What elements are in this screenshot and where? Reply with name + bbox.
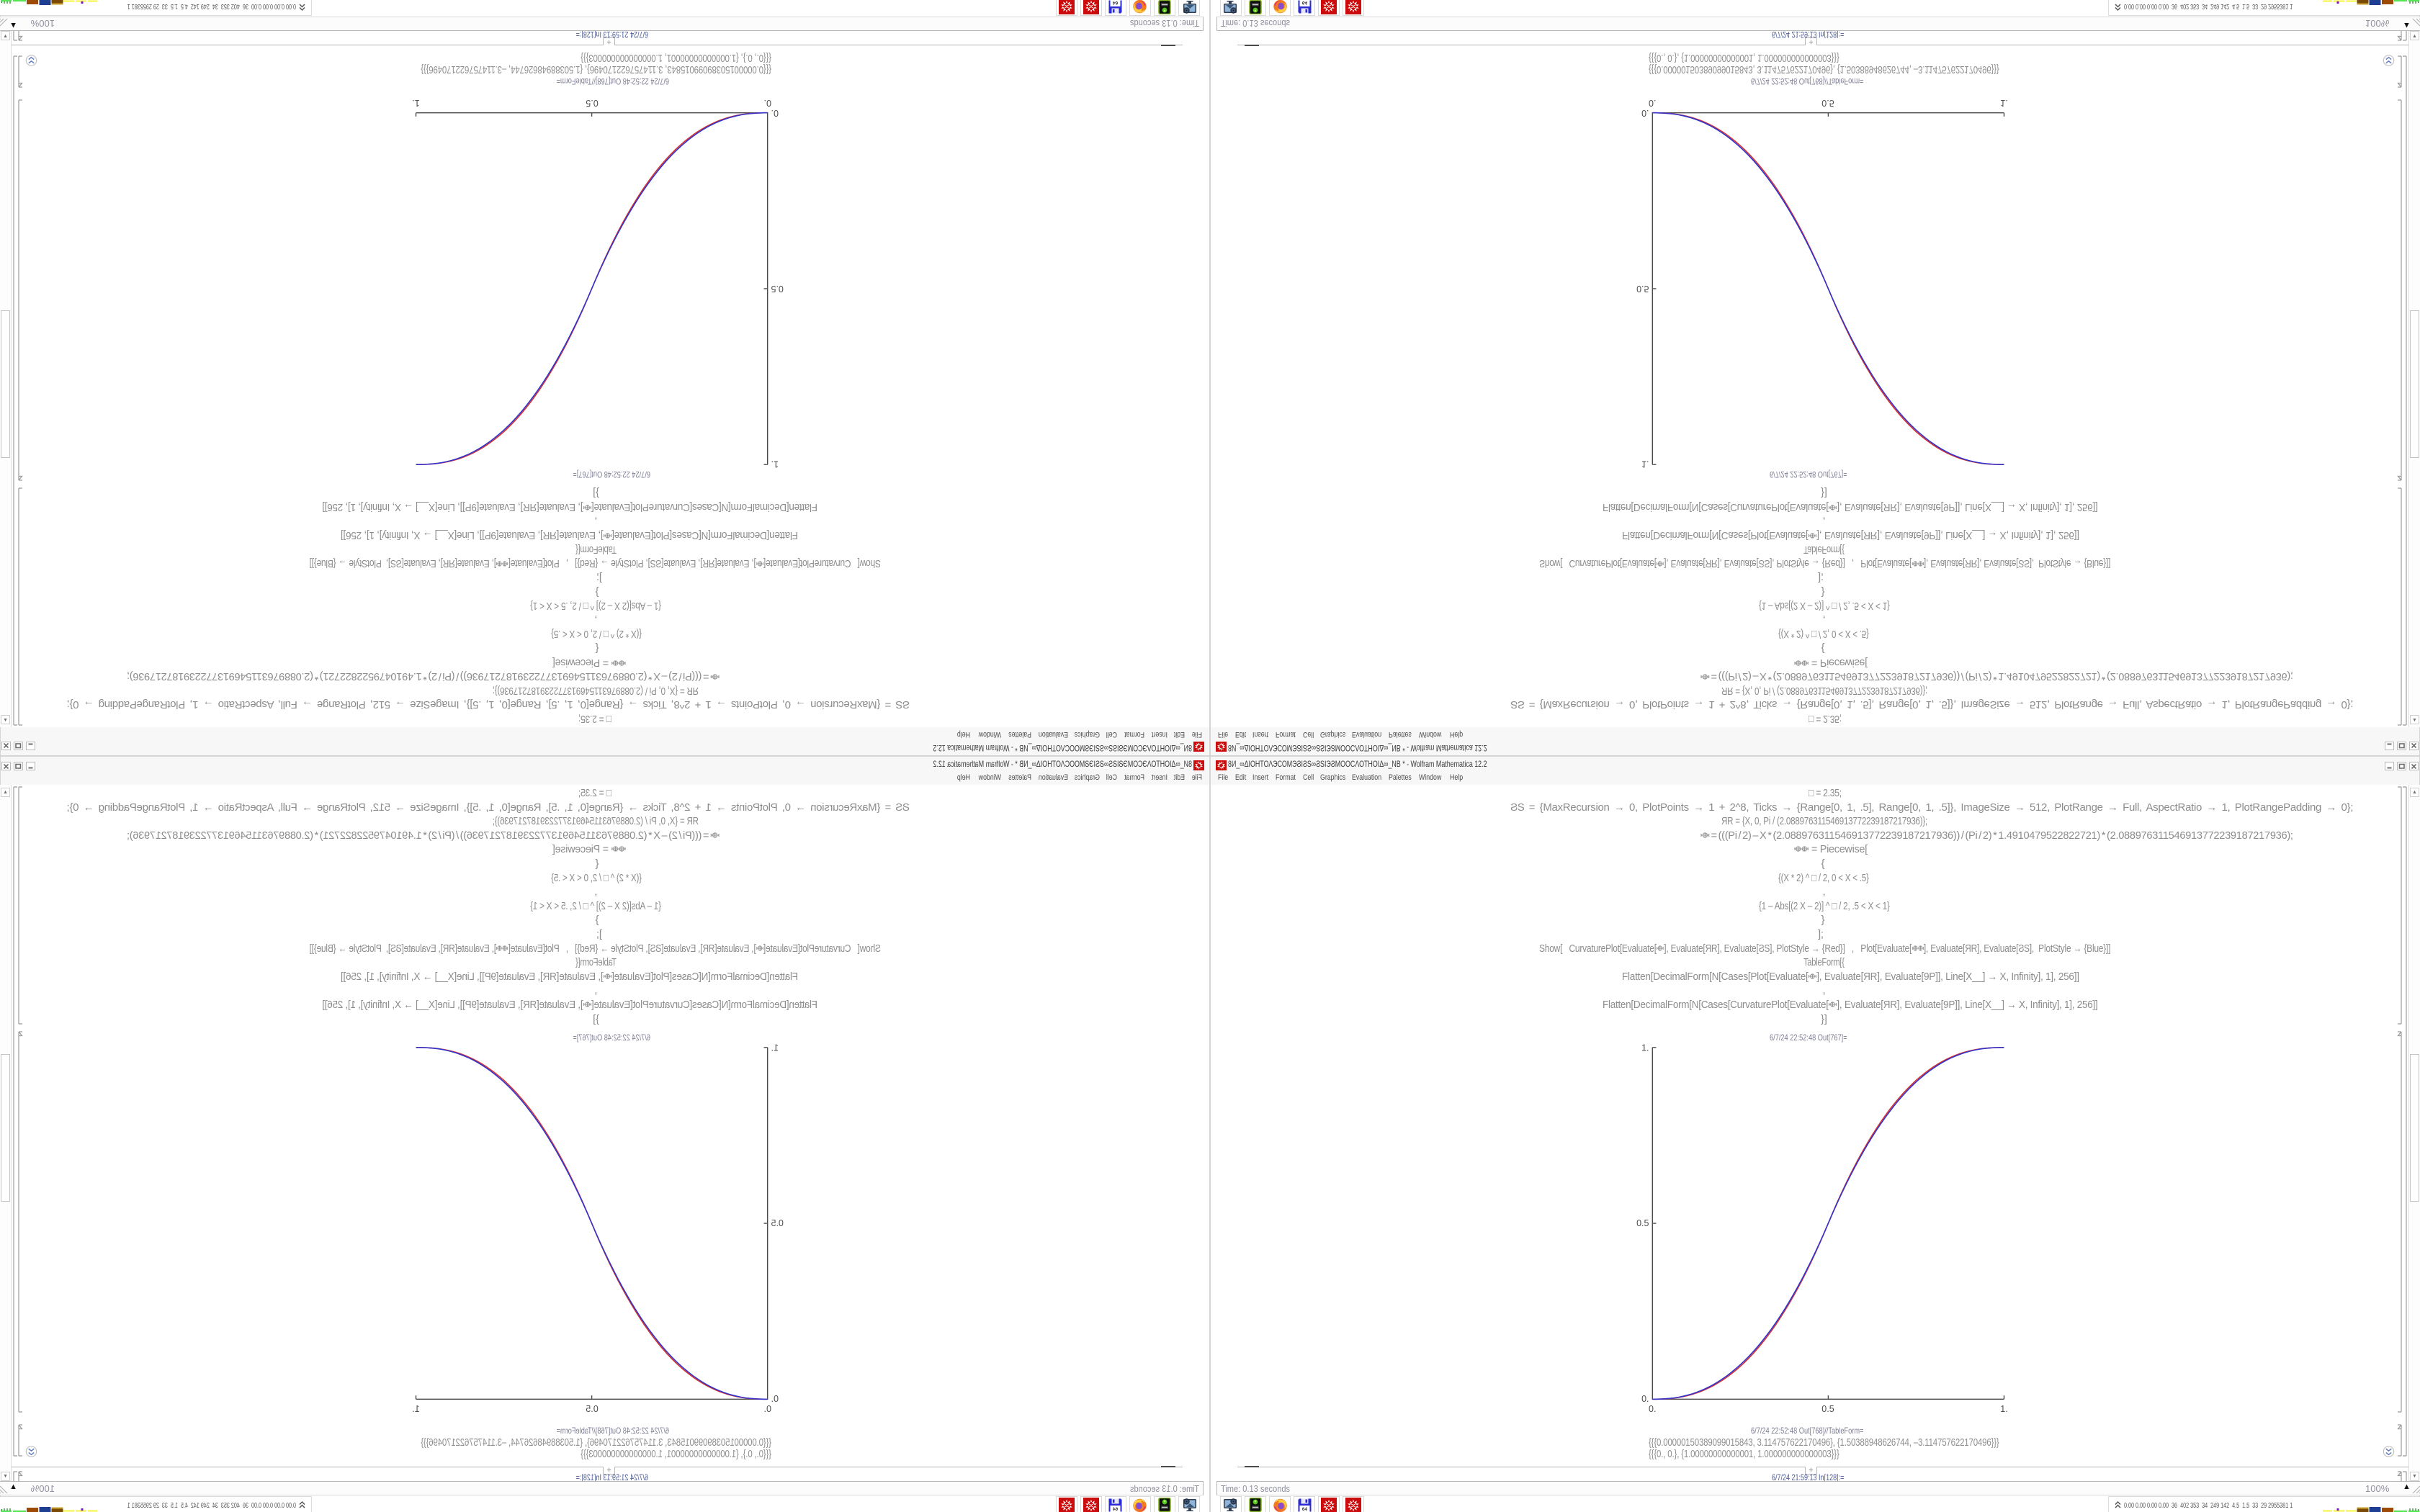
- svg-text:0.5: 0.5: [1636, 284, 1649, 294]
- svg-text:0.: 0.: [1641, 108, 1649, 118]
- svg-text:1.: 1.: [2000, 1404, 2007, 1414]
- svg-text:0.: 0.: [1649, 98, 1656, 108]
- svg-text:0.: 0.: [1649, 1404, 1656, 1414]
- svg-text:0.5: 0.5: [771, 1218, 783, 1228]
- svg-text:1.: 1.: [1641, 459, 1649, 469]
- svg-text:0.: 0.: [764, 1404, 771, 1414]
- svg-text:0.: 0.: [764, 98, 771, 108]
- svg-text:64: 64: [1301, 0, 1307, 5]
- svg-text:0.5: 0.5: [1821, 98, 1834, 108]
- svg-text:64: 64: [1113, 1507, 1119, 1512]
- svg-text:0.5: 0.5: [771, 284, 783, 294]
- svg-text:0.5: 0.5: [586, 1404, 598, 1414]
- svg-text:64: 64: [1301, 1507, 1307, 1512]
- svg-text:1.: 1.: [412, 1404, 419, 1414]
- svg-text:1.: 1.: [771, 459, 779, 469]
- svg-text:0.: 0.: [771, 108, 779, 118]
- svg-text:0.5: 0.5: [1636, 1218, 1649, 1228]
- svg-text:0.: 0.: [1641, 1394, 1649, 1404]
- svg-text:1.: 1.: [412, 98, 419, 108]
- svg-text:1.: 1.: [2000, 98, 2007, 108]
- svg-text:1.: 1.: [771, 1043, 779, 1053]
- svg-text:0.: 0.: [771, 1394, 779, 1404]
- svg-text:0.5: 0.5: [1821, 1404, 1834, 1414]
- svg-text:0.5: 0.5: [586, 98, 598, 108]
- svg-text:64: 64: [1113, 0, 1119, 5]
- svg-text:1.: 1.: [1641, 1043, 1649, 1053]
